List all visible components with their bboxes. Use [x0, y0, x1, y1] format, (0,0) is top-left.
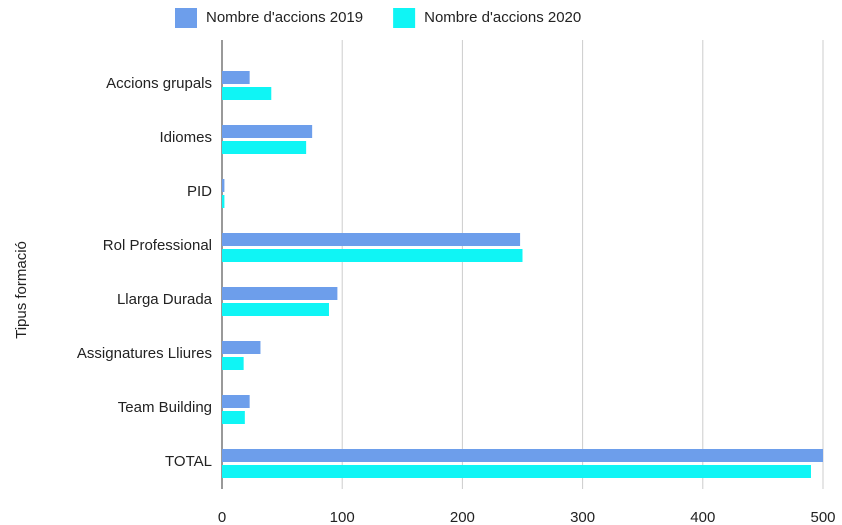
y-tick-label: Accions grupals [106, 75, 212, 92]
x-tick-label: 400 [690, 509, 715, 525]
x-tick-label: 0 [218, 509, 226, 525]
x-tick-label: 500 [810, 509, 835, 525]
x-tick-label: 200 [450, 509, 475, 525]
bar [222, 141, 307, 154]
bar [222, 87, 272, 100]
x-tick-label: 300 [570, 509, 595, 525]
bar [222, 411, 245, 424]
legend-label: Nombre d'accions 2019 [206, 9, 363, 26]
y-tick-label: TOTAL [165, 453, 212, 470]
bar [222, 125, 313, 138]
legend-swatch [393, 8, 416, 28]
x-tick-label: 100 [330, 509, 355, 525]
bar [222, 357, 244, 370]
bar [222, 465, 811, 478]
y-tick-label: Assignatures Lliures [76, 345, 212, 362]
y-tick-label: PID [186, 183, 212, 200]
y-axis-title: Tipus formació [13, 241, 30, 339]
bar [222, 233, 521, 246]
bar [222, 287, 338, 300]
legend-swatch [175, 8, 197, 28]
legend-label: Nombre d'accions 2020 [424, 9, 581, 26]
bar [222, 341, 261, 354]
bar [222, 395, 250, 408]
bar [222, 249, 523, 262]
y-tick-label: Rol Professional [102, 237, 212, 254]
bar [222, 179, 225, 192]
y-tick-label: Team Building [117, 399, 212, 416]
bar [222, 71, 250, 84]
bar [222, 449, 823, 462]
y-tick-label: Idiomes [159, 129, 212, 146]
bar [222, 195, 225, 208]
bar [222, 303, 329, 316]
y-tick-label: Llarga Durada [116, 291, 212, 308]
